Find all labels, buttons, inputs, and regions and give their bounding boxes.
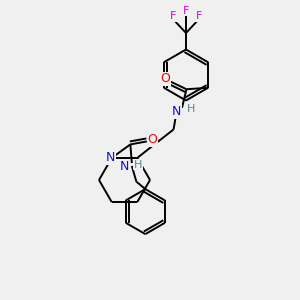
Text: O: O xyxy=(147,134,157,146)
Text: N: N xyxy=(106,152,115,164)
Text: F: F xyxy=(195,11,202,22)
Text: H: H xyxy=(187,104,195,114)
Text: H: H xyxy=(134,160,142,170)
Text: O: O xyxy=(160,72,170,85)
Text: N: N xyxy=(172,105,181,118)
Text: F: F xyxy=(183,5,189,16)
Text: F: F xyxy=(170,11,177,22)
Text: N: N xyxy=(120,160,129,172)
